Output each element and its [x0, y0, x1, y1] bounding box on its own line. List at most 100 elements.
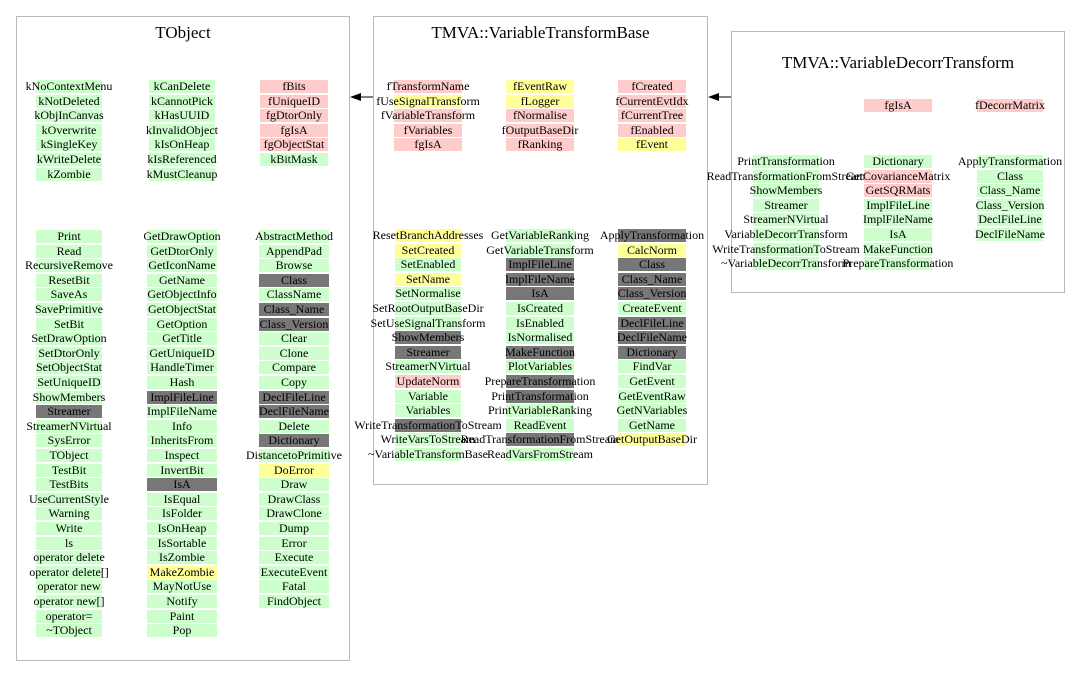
method-entry-issortable: [147, 536, 217, 550]
method-entry-isonheap: [147, 522, 217, 535]
entry-label: kNoContextMenu: [25, 79, 113, 93]
entry-label: WriteTransformationToStream: [354, 417, 502, 432]
entry-label: ImplFileName: [863, 212, 933, 227]
entry-label: FindVar: [632, 359, 672, 374]
entry-label: IsA: [889, 227, 907, 241]
member-entry-funiqueid: [260, 94, 328, 108]
entry-label: GetName: [159, 272, 205, 287]
entry-label: SetRootOutputBaseDir: [372, 301, 484, 315]
entry-label: fCreated: [631, 79, 673, 93]
entry-label: Class: [996, 168, 1024, 183]
method-entry-getname: [618, 418, 686, 432]
method-entry-setname: [395, 272, 461, 286]
entry-label: Execute: [274, 550, 314, 565]
method-entry-writetransformationtostream: [753, 242, 819, 256]
entry-label: FindObject: [267, 594, 321, 608]
method-entry-streamer: [395, 345, 461, 359]
entry-label: fVariableTransform: [380, 108, 476, 123]
method-entry-printvariableranking: [506, 404, 574, 418]
method-entry-makezombie: [147, 565, 217, 579]
entry-label: ResetBit: [48, 272, 90, 287]
class-title: TMVA::VariableDecorrTransform: [781, 53, 1015, 72]
member-entry-fusesignaltransform: [394, 94, 462, 108]
member-entry-knocontextmenu: [36, 80, 102, 93]
entry-label: kOverwrite: [41, 122, 97, 137]
entry-label: PrintVariableRanking: [488, 403, 592, 418]
member-entry-fgisa: [394, 138, 462, 152]
member-entry-ftransformname: [394, 80, 462, 93]
method-entry-warning: [36, 507, 102, 521]
entry-label: Streamer: [47, 404, 91, 419]
method-entry-class: [618, 258, 686, 272]
entry-label: fDecorrMatrix: [975, 98, 1045, 112]
method-entry-resetbit: [36, 273, 102, 287]
entry-label: kCanDelete: [153, 79, 211, 93]
method-entry-iszombie: [147, 551, 217, 565]
entry-label: operator delete[]: [29, 564, 109, 579]
entry-label: DeclFileName: [975, 227, 1045, 241]
method-entry-class-version: [977, 198, 1043, 212]
method-entry-getevent: [618, 375, 686, 388]
entry-label: DoError: [274, 462, 314, 477]
method-entry-usecurrentstyle: [36, 492, 102, 506]
entry-label: fEvent: [636, 137, 668, 152]
member-entry-foutputbasedir: [506, 123, 574, 137]
method-entry-readtransformationfromstream: [506, 433, 574, 447]
method-entry-drawclone: [259, 507, 329, 521]
method-entry-variables: [395, 404, 461, 418]
entry-label: GetEventRaw: [618, 388, 686, 403]
method-entry-setenabled: [395, 258, 461, 272]
entry-label: Draw: [280, 477, 308, 492]
member-entry-fvariables: [394, 123, 462, 137]
entry-label: MayNotUse: [152, 579, 212, 594]
method-entry-showmembers: [753, 184, 819, 198]
method-entry-saveas: [36, 288, 102, 302]
method-entry-updatenorm: [395, 375, 461, 388]
entry-label: ImplFileName: [147, 404, 217, 419]
method-entry-applytransformation: [977, 155, 1043, 168]
member-entry-feventraw: [506, 80, 574, 93]
entry-label: AppendPad: [266, 243, 322, 258]
entry-label: UpdateNorm: [396, 374, 460, 388]
entry-label: GetEvent: [629, 374, 675, 388]
entry-label: IsEnabled: [516, 315, 564, 330]
method-entry-getdtoronly: [147, 244, 217, 258]
method-entry-operator-delete: [36, 565, 102, 579]
entry-label: Compare: [272, 360, 316, 375]
entry-label: ~TObject: [46, 623, 92, 638]
method-entry-getobjectinfo: [147, 288, 217, 302]
method-entry-setcreated: [395, 243, 461, 257]
method-entry-distancetoprimitive: [259, 449, 329, 462]
entry-label: Variables: [405, 403, 451, 418]
entry-label: Class_Version: [259, 316, 329, 331]
method-entry-dictionary: [259, 434, 329, 448]
method-entry-readevent: [506, 418, 574, 432]
inheritance-arrow-tmva-variabledecorrtransform: [708, 93, 731, 101]
entry-label: fEventRaw: [513, 79, 567, 93]
entry-label: DeclFileLine: [978, 212, 1042, 227]
entry-label: Class_Name: [979, 183, 1041, 198]
class-title: TObject: [155, 23, 211, 42]
method-entry-isa: [147, 478, 217, 492]
entry-label: kZombie: [47, 166, 91, 181]
entry-label: IsOnHeap: [157, 521, 207, 535]
entry-label: ShowMembers: [391, 330, 465, 345]
member-entry-kmustcleanup: [149, 167, 215, 181]
entry-label: GetObjectStat: [148, 302, 216, 316]
entry-label: PrintTransformation: [737, 154, 835, 168]
method-entry-iscreated: [506, 302, 574, 315]
entry-label: GetObjectInfo: [147, 287, 217, 302]
method-entry-setbit: [36, 317, 102, 331]
entry-label: GetDtorOnly: [150, 243, 214, 258]
method-entry-delete: [259, 419, 329, 433]
entry-label: SetObjectStat: [36, 360, 102, 375]
entry-label: SetDtorOnly: [38, 345, 100, 360]
entry-label: PrepareTransformation: [484, 374, 596, 388]
method-entry-variabledecorrtransform: [753, 228, 819, 241]
entry-label: HandleTimer: [150, 360, 214, 375]
method-entry-tobject: [36, 624, 102, 638]
entry-label: DrawClass: [267, 491, 321, 506]
entry-label: fgIsA: [414, 137, 442, 152]
entry-label: Paint: [169, 608, 195, 623]
entry-label: ApplyTransformation: [599, 228, 705, 242]
